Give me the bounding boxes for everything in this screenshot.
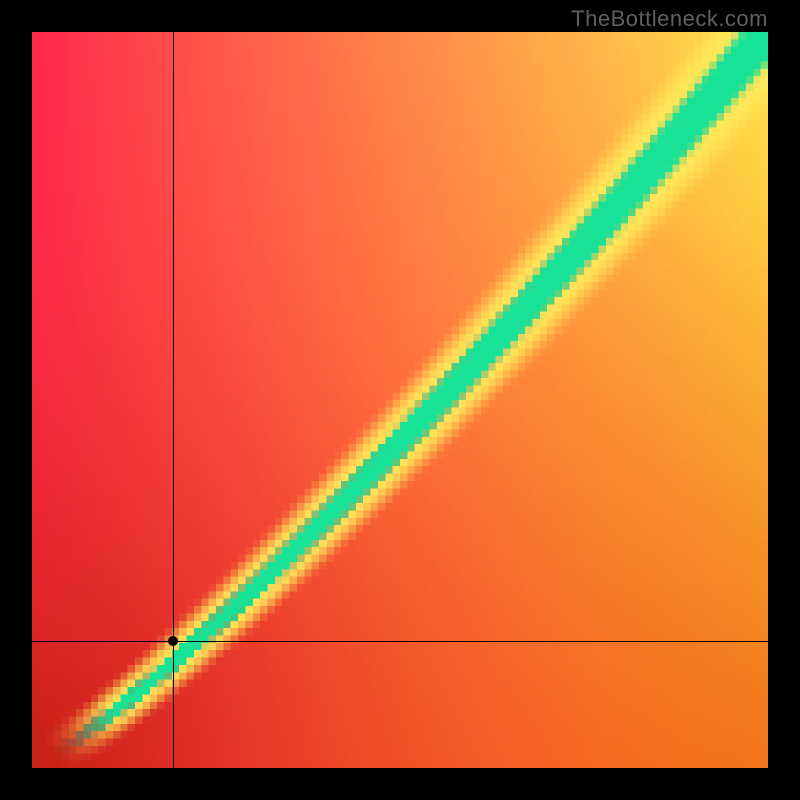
crosshair-vertical [173, 32, 174, 768]
marker-dot [168, 636, 178, 646]
crosshair-horizontal [32, 641, 768, 642]
heatmap-canvas [32, 32, 768, 768]
watermark-text: TheBottleneck.com [571, 6, 768, 32]
chart-container: TheBottleneck.com [0, 0, 800, 800]
heatmap-plot [32, 32, 768, 768]
